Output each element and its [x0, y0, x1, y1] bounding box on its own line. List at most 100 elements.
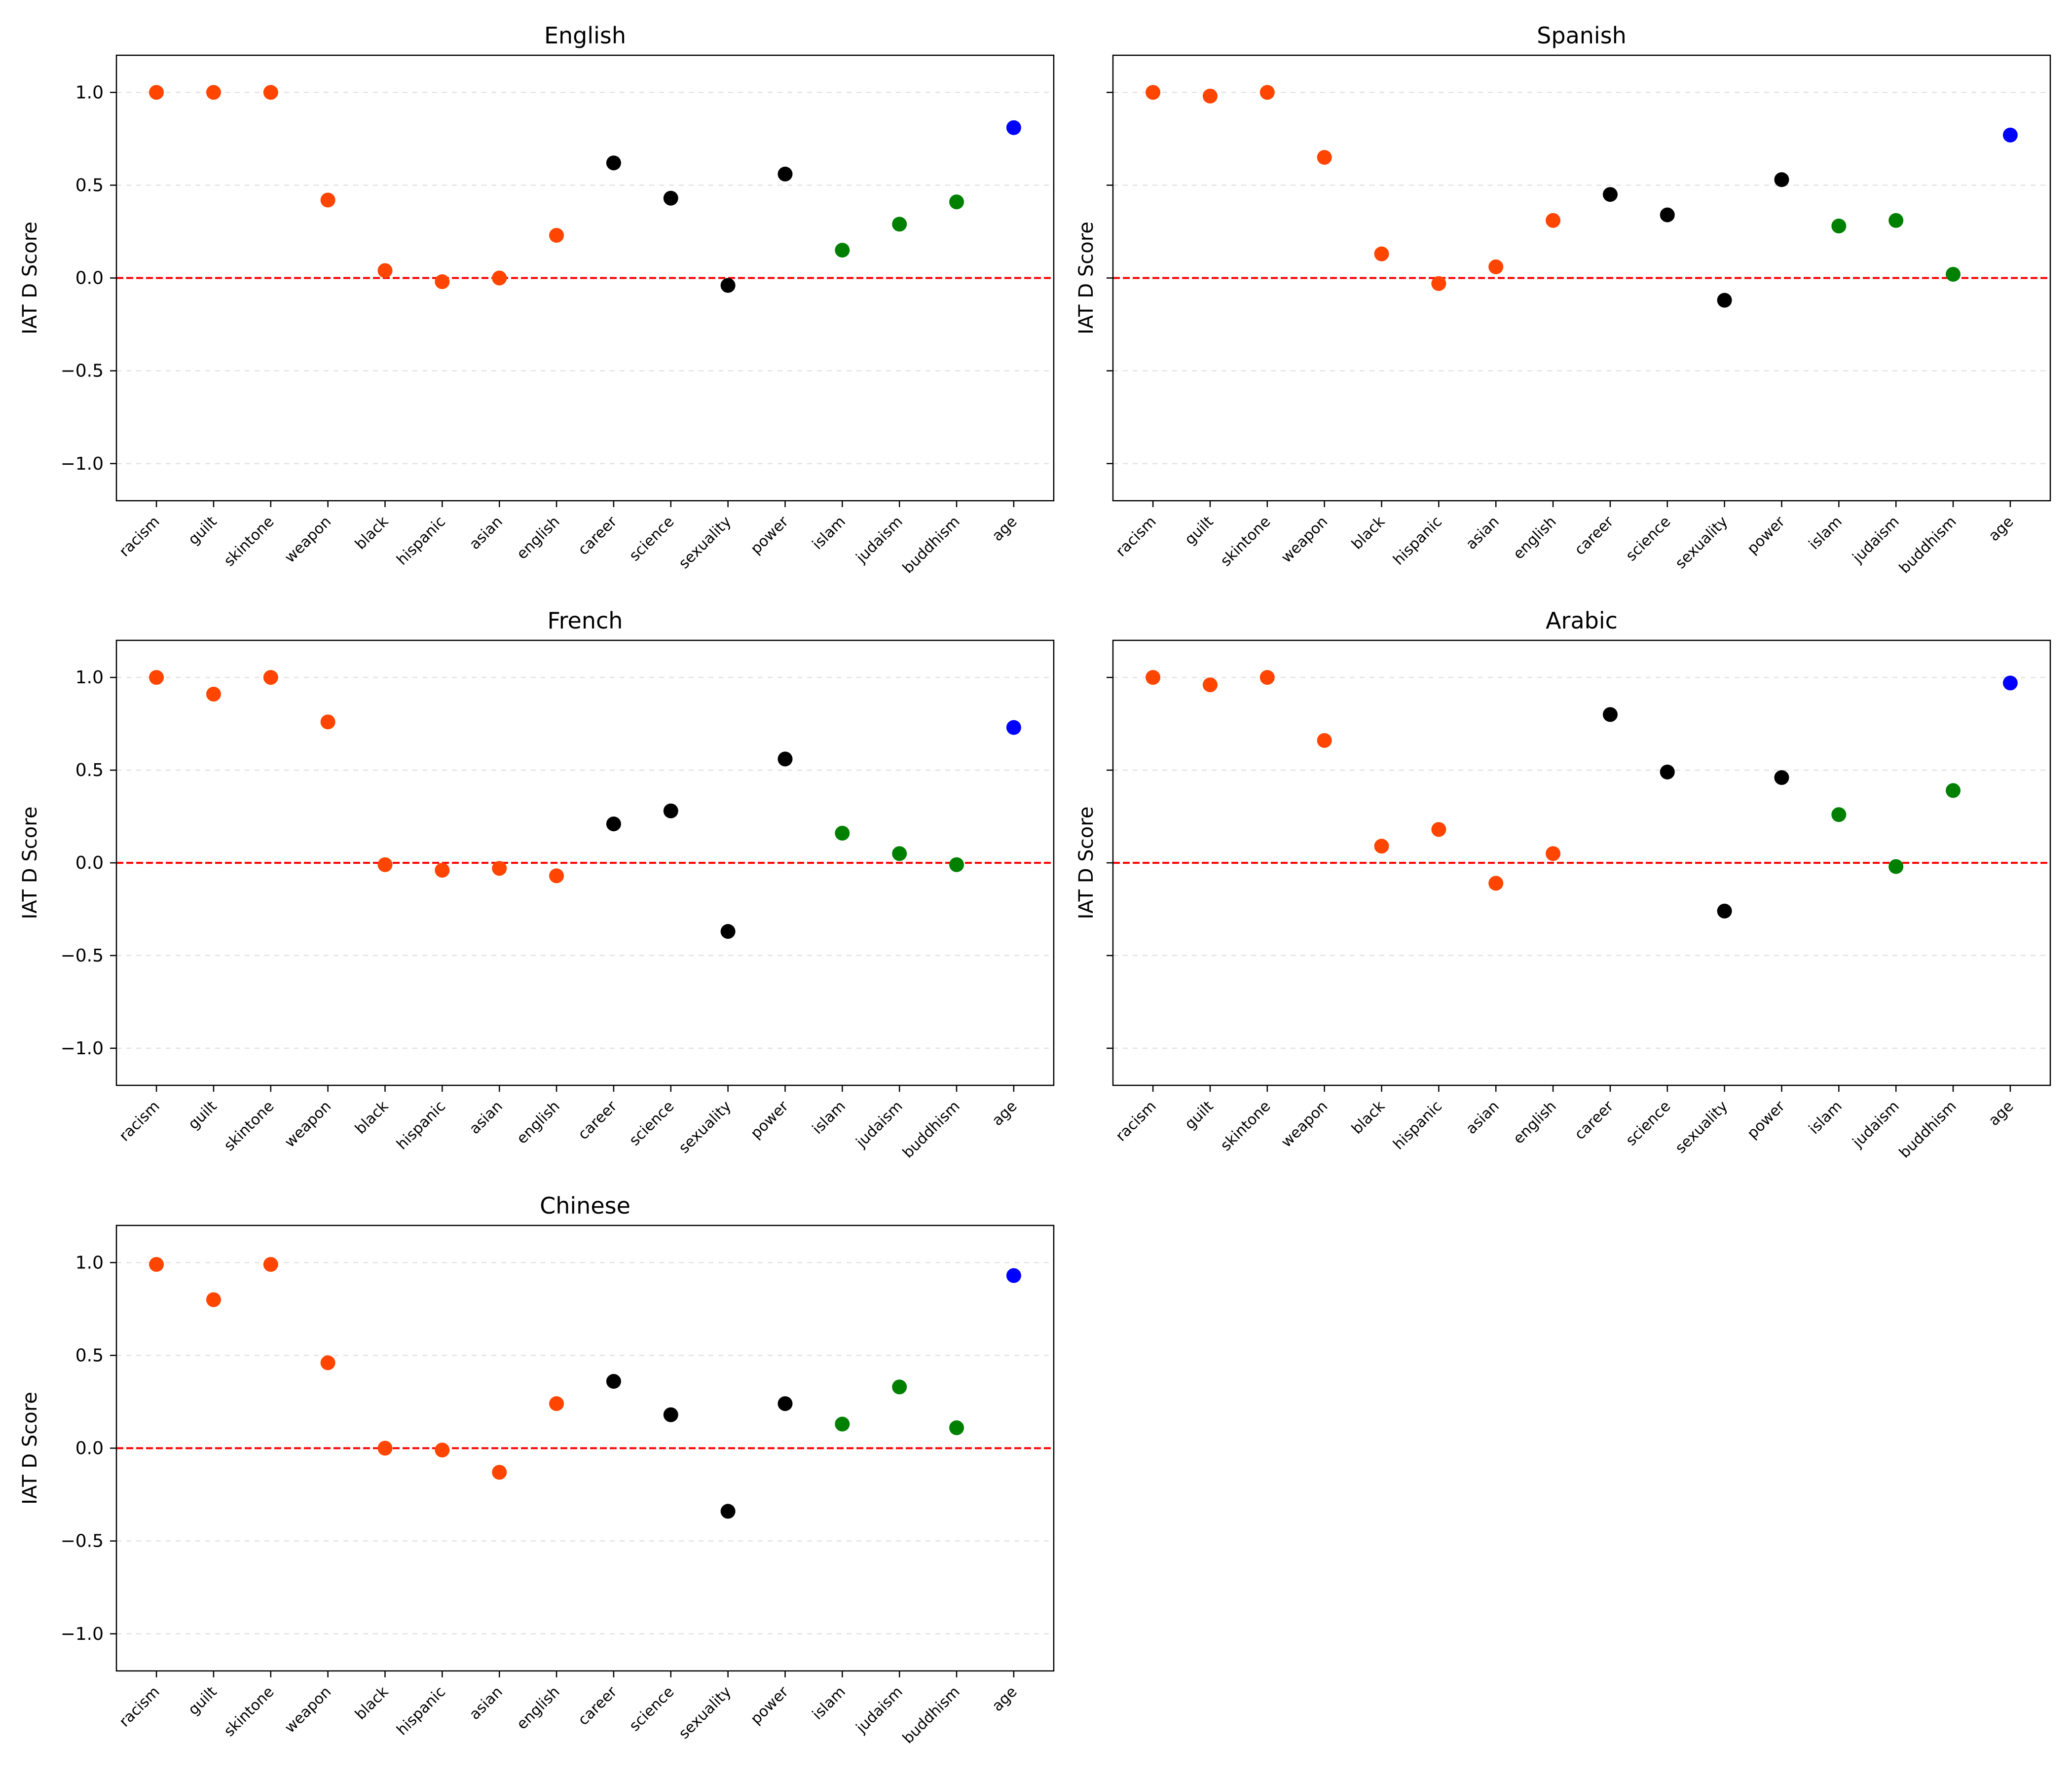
x-tick-label-skintone: skintone	[1217, 1098, 1274, 1154]
panel-title: Arabic	[1546, 607, 1618, 634]
point-hispanic	[435, 274, 450, 290]
x-tick-label-weapon: weapon	[281, 1098, 334, 1151]
x-tick-label-skintone: skintone	[1217, 513, 1274, 570]
point-science	[663, 1407, 678, 1422]
point-sexuality	[720, 1504, 736, 1519]
point-black	[377, 1441, 393, 1456]
x-tick-label-skintone: skintone	[221, 1098, 277, 1154]
x-tick-label-asian: asian	[1463, 513, 1503, 553]
x-tick-label-racism: racism	[1112, 1098, 1160, 1145]
plot-frame	[115, 54, 1055, 502]
y-tick-label: −1.0	[61, 454, 104, 474]
x-tick-label-guilt: guilt	[185, 1098, 221, 1133]
x-tick-label-judaism: judaism	[1849, 513, 1903, 567]
panel-arabic: IAT D Score racism guilt skintone weapon blac…	[1075, 607, 2051, 1162]
point-buddhism	[949, 1420, 964, 1436]
x-tick-label-power: power	[747, 1683, 792, 1728]
x-tick-label-hispanic: hispanic	[393, 1683, 449, 1739]
plot-frame	[1112, 639, 2051, 1086]
point-english	[549, 227, 564, 243]
point-career	[1602, 187, 1618, 202]
point-judaism	[892, 1379, 907, 1395]
point-age	[1006, 120, 1021, 135]
point-skintone	[263, 670, 278, 685]
x-tick-label-age: age	[989, 1683, 1020, 1715]
y-tick-label: 0.0	[75, 268, 104, 289]
x-tick-label-islam: islam	[809, 513, 849, 553]
x-tick-label-sexuality: sexuality	[675, 513, 735, 572]
x-tick-label-sexuality: sexuality	[675, 1683, 735, 1742]
x-tick-label-science: science	[1623, 513, 1674, 565]
x-tick-label-hispanic: hispanic	[393, 513, 449, 569]
x-tick-label-sexuality: sexuality	[1672, 513, 1731, 572]
point-islam	[1831, 219, 1847, 234]
x-tick-label-age: age	[989, 513, 1020, 545]
point-black	[377, 263, 393, 278]
point-power	[777, 751, 793, 767]
plot-frame	[115, 1224, 1055, 1672]
x-tick-label-asian: asian	[466, 513, 506, 553]
point-age	[1006, 720, 1021, 735]
y-tick-label: 0.5	[75, 760, 104, 780]
x-tick-label-hispanic: hispanic	[1390, 1098, 1445, 1153]
y-tick-label: 0.0	[75, 853, 104, 873]
point-age	[2002, 675, 2018, 691]
x-tick-label-buddhism: buddhism	[899, 1683, 963, 1747]
panel-title: Chinese	[540, 1192, 630, 1219]
y-axis-label: IAT D Score	[1075, 807, 1098, 920]
point-science	[1660, 207, 1675, 222]
x-tick-label-english: english	[514, 1683, 563, 1733]
y-tick-label: 1.0	[75, 667, 104, 688]
point-guilt	[206, 85, 221, 100]
y-tick-label: −0.5	[61, 1531, 104, 1552]
x-tick-label-islam: islam	[809, 1098, 849, 1138]
y-axis-label: IAT D Score	[19, 1392, 41, 1505]
point-judaism	[1888, 213, 1904, 228]
x-tick-label-guilt: guilt	[1182, 1098, 1217, 1133]
x-tick-label-hispanic: hispanic	[1390, 513, 1445, 569]
point-asian	[492, 861, 507, 876]
point-judaism	[892, 846, 907, 861]
x-tick-label-judaism: judaism	[852, 1683, 906, 1737]
x-tick-label-islam: islam	[809, 1683, 849, 1723]
point-power	[1774, 172, 1789, 187]
x-tick-label-age: age	[989, 1098, 1020, 1129]
x-tick-label-career: career	[575, 1097, 621, 1143]
point-weapon	[1317, 149, 1332, 165]
point-buddhism	[949, 857, 964, 872]
x-tick-label-weapon: weapon	[1278, 1098, 1331, 1151]
point-islam	[835, 243, 850, 258]
x-tick-label-hispanic: hispanic	[393, 1098, 449, 1153]
point-asian	[492, 270, 507, 286]
x-tick-label-racism: racism	[1112, 513, 1160, 560]
y-tick-label: 0.5	[75, 175, 104, 195]
x-tick-label-career: career	[1571, 1097, 1617, 1143]
x-tick-label-islam: islam	[1806, 1098, 1846, 1138]
point-science	[663, 803, 678, 818]
point-judaism	[892, 217, 907, 232]
point-buddhism	[949, 194, 964, 210]
point-sexuality	[720, 278, 736, 293]
point-asian	[1488, 876, 1504, 891]
x-tick-label-black: black	[352, 513, 392, 553]
x-tick-label-asian: asian	[1463, 1098, 1503, 1138]
y-tick-label: −1.0	[61, 1038, 104, 1059]
x-tick-label-black: black	[352, 1097, 392, 1137]
x-tick-label-judaism: judaism	[852, 513, 906, 567]
y-tick-label: 1.0	[75, 82, 104, 103]
point-english	[1546, 213, 1561, 228]
x-tick-label-skintone: skintone	[221, 513, 277, 570]
point-hispanic	[1431, 822, 1446, 837]
point-black	[1374, 839, 1389, 854]
point-power	[777, 1396, 793, 1411]
point-guilt	[1202, 88, 1218, 104]
point-weapon	[1317, 733, 1332, 748]
panel-spanish: IAT D Score racism guilt skintone weapon blac…	[1075, 22, 2051, 577]
x-tick-label-sexuality: sexuality	[1672, 1098, 1731, 1157]
plot-frame	[1112, 54, 2051, 502]
x-tick-label-science: science	[1623, 1098, 1674, 1149]
point-hispanic	[1431, 276, 1446, 291]
